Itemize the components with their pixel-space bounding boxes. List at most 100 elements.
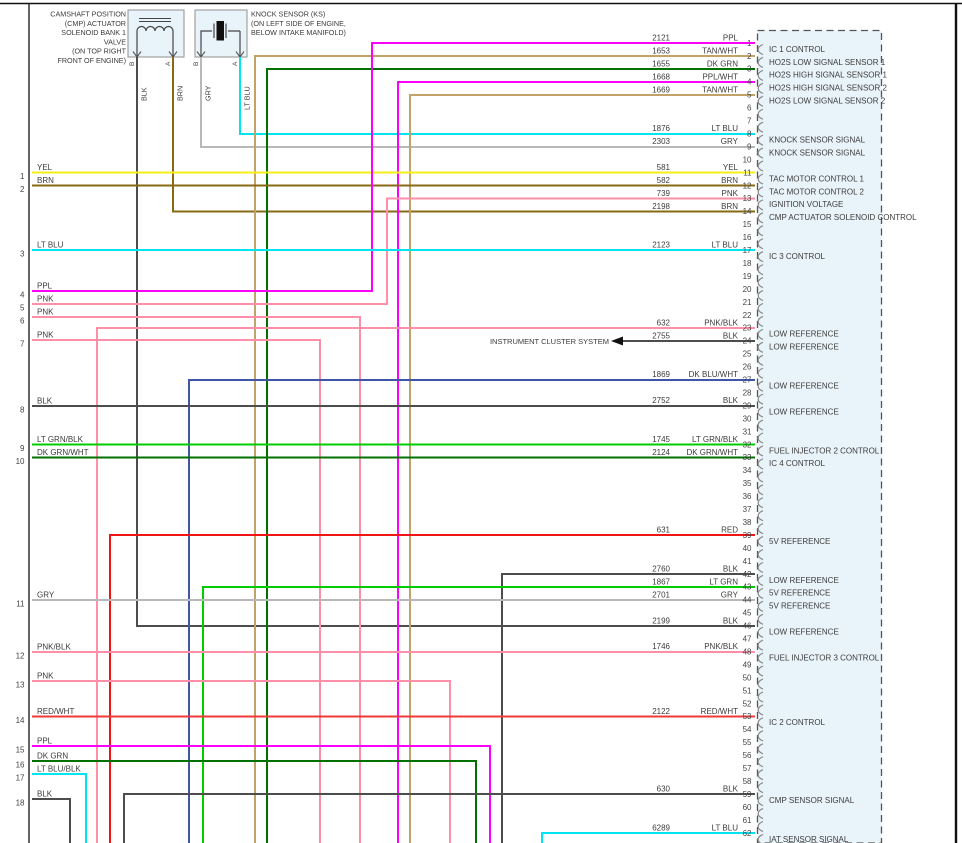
wire-ppl (32, 42, 755, 292)
left-wire-color: YEL (37, 163, 53, 172)
pin-number: 30 (743, 414, 752, 423)
pin-port-icon (757, 574, 764, 587)
pin-port-icon (757, 510, 764, 522)
pin-port-icon (757, 717, 764, 729)
wire-blk (123, 793, 755, 843)
signal-name: TAC MOTOR CONTROL 2 (769, 187, 865, 196)
wire-color: BLK (723, 331, 739, 340)
left-wire-color: LT BLU (37, 241, 64, 250)
pin-port-icon (757, 743, 764, 755)
signal-name: HO2S LOW SIGNAL SENSOR 2 (769, 97, 886, 106)
ecm-connector-block (756, 29, 883, 843)
pin-port-icon (757, 458, 764, 470)
pin-number: 51 (743, 686, 752, 695)
signal-name: TAC MOTOR CONTROL 1 (769, 174, 865, 183)
pin-port-icon (757, 199, 764, 211)
left-wire-color: PNK/BLK (37, 643, 71, 652)
left-wire-color: PNK (37, 672, 54, 681)
off-page-arrow-icon (611, 336, 623, 346)
pin-number: 48 (743, 647, 752, 656)
pin-port-icon (757, 134, 764, 146)
pin-port-icon (757, 652, 764, 664)
wire-tan-wht (254, 55, 755, 843)
wire-pnk (32, 339, 321, 843)
left-wire-number: 17 (16, 774, 25, 783)
ks-wire-color-label: LT BLU (243, 86, 252, 110)
pin-number: 14 (743, 207, 752, 216)
pin-port-icon (757, 665, 764, 677)
circuit-number: 2752 (652, 396, 670, 405)
knock-sensor-element-icon (216, 21, 224, 41)
cmp-coil-icon (136, 25, 174, 57)
left-wire-number: 3 (20, 250, 25, 259)
pin-number: 26 (743, 363, 752, 372)
wire-color: PNK/BLK (704, 642, 738, 651)
wire-color: RED/WHT (701, 707, 738, 716)
pin-port-icon (757, 795, 764, 807)
instrument-cluster-annotation: INSTRUMENT CLUSTER SYSTEM (490, 337, 609, 346)
pin-port-icon (757, 678, 764, 690)
wire-color: DK GRN/WHT (686, 448, 738, 457)
signal-name: HO2S HIGH SIGNAL SENSOR 1 (769, 71, 888, 80)
circuit-number: 1876 (652, 124, 670, 133)
wire-tan-wht (409, 94, 755, 843)
circuit-number: 632 (657, 318, 671, 327)
cmp-solenoid-label-line: SOLENOID BANK 1 (61, 28, 126, 37)
cmp-terminal-letter: B (129, 62, 136, 66)
circuit-number: 2760 (652, 564, 670, 573)
pin-port-icon (757, 43, 764, 56)
signal-name: CMP SENSOR SIGNAL (769, 796, 855, 805)
pin-port-icon (757, 212, 764, 224)
circuit-number: 739 (657, 189, 671, 198)
pin-number: 36 (743, 492, 752, 501)
pin-number: 8 (747, 129, 752, 138)
signal-name: CMP ACTUATOR SOLENOID CONTROL (769, 213, 917, 222)
signal-name: KNOCK SENSOR SIGNAL (769, 135, 866, 144)
signal-name: FUEL INJECTOR 3 CONTROL (769, 653, 880, 662)
wire-color: BLK (723, 616, 739, 625)
pin-number: 21 (743, 298, 752, 307)
pin-port-icon (757, 289, 764, 302)
left-wire-number: 10 (16, 457, 25, 466)
pin-number: 56 (743, 751, 752, 760)
pin-port-icon (757, 251, 764, 263)
circuit-number: 1745 (652, 435, 670, 444)
pin-number: 58 (743, 777, 752, 786)
pin-port-icon (757, 341, 764, 353)
wire-ppl (32, 745, 491, 843)
wire-color: LT BLU (712, 823, 739, 832)
left-wire-color: GRY (37, 591, 55, 600)
pin-number: 24 (743, 337, 752, 346)
left-wire-number: 9 (20, 444, 25, 453)
wire-lt-blu-blk (32, 773, 87, 843)
signal-name: LOW REFERENCE (769, 576, 839, 585)
ks-terminal-letter: A (232, 61, 239, 66)
wire-color: BLK (723, 396, 739, 405)
pin-port-icon (757, 626, 764, 638)
wire-red (109, 534, 755, 843)
left-wire-number: 11 (16, 600, 25, 609)
pin-number: 1 (747, 39, 752, 48)
pin-port-icon (757, 536, 764, 548)
wire-color: LT BLU (712, 124, 739, 133)
wire-color: LT GRN/BLK (692, 435, 739, 444)
pin-number: 22 (743, 311, 752, 320)
wire-color: TAN/WHT (702, 85, 738, 94)
pin-number: 38 (743, 518, 752, 527)
pin-number: 40 (743, 544, 752, 553)
wire-gry (200, 57, 755, 148)
pin-number: 37 (743, 505, 752, 514)
pin-number: 2 (747, 52, 752, 61)
left-wire-number: 6 (20, 317, 25, 326)
pin-number: 27 (743, 376, 752, 385)
left-wire-color: PNK (37, 295, 54, 304)
circuit-number: 2303 (652, 137, 670, 146)
pin-number: 54 (743, 725, 752, 734)
pin-number: 28 (743, 388, 752, 397)
pin-number: 32 (743, 440, 752, 449)
pin-number: 61 (743, 816, 752, 825)
pin-port-icon (757, 95, 764, 107)
circuit-number: 2124 (652, 448, 670, 457)
pin-port-icon (757, 756, 764, 768)
